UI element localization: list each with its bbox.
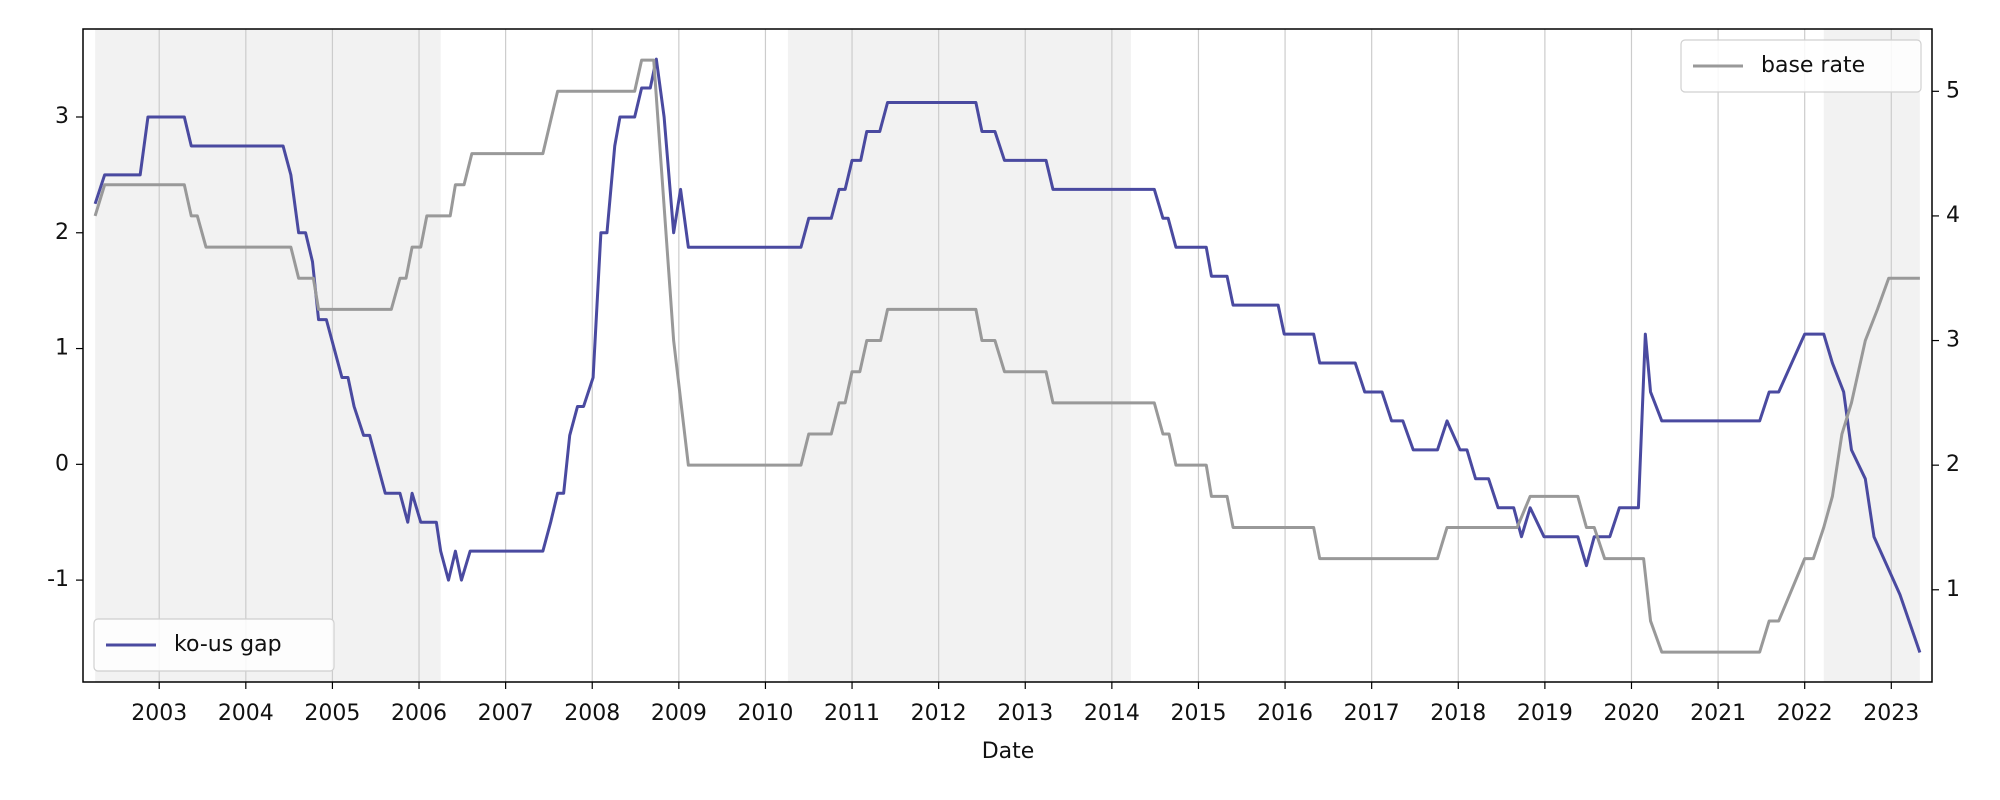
x-tick-label: 2004	[218, 701, 274, 726]
y2-tick-label: 2	[1946, 452, 1960, 477]
x-tick-label: 2015	[1170, 701, 1226, 726]
x-axis-label: Date	[982, 739, 1035, 764]
plot-area: 2003 2004 2005 2006 2007 2008 2009 2010 2011 2012…	[47, 28, 1960, 726]
x-tick-label: 2021	[1690, 701, 1746, 726]
axes-frame	[82, 28, 1933, 683]
x-tick-label: 2016	[1257, 701, 1313, 726]
legend-box	[1680, 39, 1922, 93]
legend-label: base rate	[1761, 53, 1865, 78]
y2-tick-label: 4	[1946, 203, 1960, 228]
x-tick-label: 2017	[1344, 701, 1400, 726]
x-tick-label: 2012	[911, 701, 967, 726]
x-tick-label: 2007	[478, 701, 534, 726]
series-line	[93, 57, 1922, 653]
shaded-span	[787, 29, 1131, 682]
y2-tick-label: 5	[1946, 78, 1960, 103]
y-tick-label: 2	[55, 220, 69, 245]
x-tick-label: 2009	[651, 701, 707, 726]
shaded-span	[1823, 29, 1920, 682]
x-tick-label: 2022	[1777, 701, 1833, 726]
y-tick-label: 0	[55, 451, 69, 476]
x-tick-label: 2020	[1603, 701, 1659, 726]
shaded-span	[95, 29, 441, 682]
x-tick-label: 2006	[391, 701, 447, 726]
x-tick-label: 2010	[737, 701, 793, 726]
x-tick-label: 2011	[824, 701, 880, 726]
x-tick-label: 2003	[131, 701, 187, 726]
x-tick-label: 2008	[564, 701, 620, 726]
series-line	[93, 58, 1920, 654]
y-tick-label: 1	[55, 336, 69, 361]
x-tick-label: 2014	[1084, 701, 1140, 726]
x-tick-label: 2023	[1863, 701, 1919, 726]
x-tick-label: 2019	[1517, 701, 1573, 726]
x-tick-label: 2005	[304, 701, 360, 726]
legend-label: ko-us gap	[174, 632, 282, 657]
y-tick-label: 3	[55, 104, 69, 129]
x-tick-label: 2013	[997, 701, 1053, 726]
y-tick-label: -1	[47, 567, 69, 592]
legend-box	[93, 618, 335, 672]
y2-tick-label: 1	[1946, 577, 1960, 602]
x-tick-label: 2018	[1430, 701, 1486, 726]
y2-tick-label: 3	[1946, 328, 1960, 353]
